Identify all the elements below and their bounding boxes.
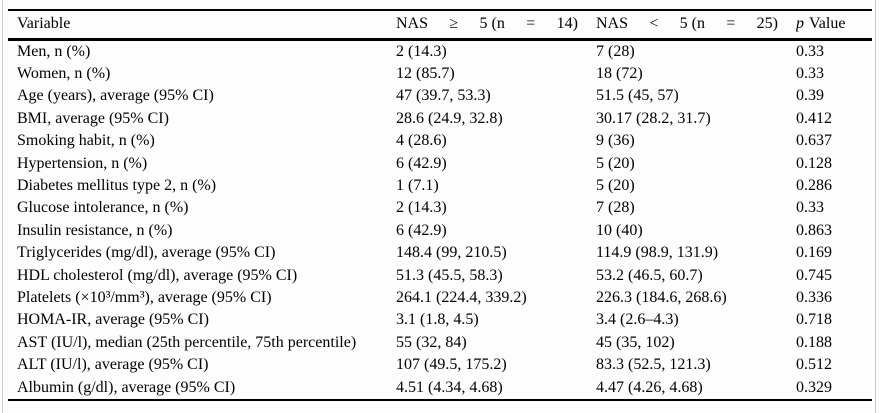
cell-variable: Women, n (%) [17,64,111,82]
cell-p-value: 0.512 [796,356,832,374]
cell-p-value: 0.33 [796,199,824,217]
cell-nas-lt5: 51.5 (45, 57) [596,87,679,105]
cell-nas-ge5: 2 (14.3) [396,199,447,217]
cell-p-value: 0.33 [796,42,824,60]
cell-p-value: 0.169 [796,244,832,262]
cell-nas-ge5: 148.4 (99, 210.5) [396,244,507,262]
cell-p-value: 0.412 [796,109,832,127]
table-row: Triglycerides (mg/dl), average (95% CI) … [8,242,872,264]
table-row: Insulin resistance, n (%) 6 (42.9) 10 (4… [8,220,872,242]
cell-nas-lt5: 4.47 (4.26, 4.68) [596,378,703,396]
table-row: Platelets (×10³/mm³), average (95% CI) 2… [8,287,872,309]
cell-nas-lt5: 10 (40) [596,221,643,239]
cell-p-value: 0.39 [796,87,824,105]
clinical-characteristics-table: Variable NAS ≥5 (n = 14) NAS <5 (n = 25) p Valu… [8,9,872,401]
cell-nas-ge5: 6 (42.9) [396,154,447,172]
cell-nas-lt5: 45 (35, 102) [596,333,675,351]
cell-variable: Men, n (%) [17,42,91,60]
cell-nas-ge5: 4.51 (4.34, 4.68) [396,378,503,396]
cell-nas-ge5: 4 (28.6) [396,132,447,150]
table-row: ALT (IU/l), average (95% CI) 107 (49.5, … [8,354,872,376]
nas-lt5-header-tokens: NAS <5 (n = 25) [596,15,778,33]
cell-nas-lt5: 3.4 (2.6–4.3) [596,311,679,329]
cell-nas-lt5: 7 (28) [596,42,635,60]
cell-variable: HDL cholesterol (mg/dl), average (95% CI… [17,266,298,284]
nas-ge5-header-tokens: NAS ≥5 (n = 14) [396,15,578,33]
cell-nas-lt5: 83.3 (52.5, 121.3) [596,356,711,374]
cell-nas-lt5: 114.9 (98.9, 131.9) [596,244,719,262]
cell-p-value: 0.336 [796,288,832,306]
table-row: BMI, average (95% CI) 28.6 (24.9, 32.8) … [8,108,872,130]
cell-nas-lt5: 9 (36) [596,132,635,150]
cell-p-value: 0.863 [796,221,832,239]
cell-p-value: 0.188 [796,333,832,351]
cell-variable: Age (years), average (95% CI) [17,87,214,105]
cell-variable: Insulin resistance, n (%) [17,221,173,239]
table-row: Albumin (g/dl), average (95% CI) 4.51 (4… [8,377,872,400]
header-cell-variable: Variable [8,10,396,41]
cell-nas-ge5: 51.3 (45.5, 58.3) [396,266,503,284]
cell-variable: Triglycerides (mg/dl), average (95% CI) [17,244,276,262]
cell-p-value: 0.33 [796,64,824,82]
cell-nas-ge5: 6 (42.9) [396,221,447,239]
table-row: Hypertension, n (%) 6 (42.9) 5 (20) 0.12… [8,153,872,175]
cell-variable: Albumin (g/dl), average (95% CI) [17,378,236,396]
header-cell-nas-ge5: NAS ≥5 (n = 14) [396,10,596,41]
cell-variable: Smoking habit, n (%) [17,132,155,150]
table-row: HOMA-IR, average (95% CI) 3.1 (1.8, 4.5)… [8,309,872,331]
cell-p-value: 0.718 [796,311,832,329]
cell-nas-lt5: 5 (20) [596,176,635,194]
cell-nas-lt5: 226.3 (184.6, 268.6) [596,288,727,306]
header-cell-nas-lt5: NAS <5 (n = 25) [596,10,796,41]
header-cell-p-value: p Value [796,10,872,41]
table-row: Age (years), average (95% CI) 47 (39.7, … [8,85,872,107]
cell-nas-lt5: 5 (20) [596,154,635,172]
cell-p-value: 0.286 [796,176,832,194]
cell-nas-ge5: 12 (85.7) [396,64,455,82]
cell-nas-ge5: 2 (14.3) [396,42,447,60]
cell-nas-lt5: 30.17 (28.2, 31.7) [596,109,711,127]
cell-nas-ge5: 3.1 (1.8, 4.5) [396,311,479,329]
cell-p-value: 0.745 [796,266,832,284]
scan-edge-right [875,0,876,413]
cell-variable: HOMA-IR, average (95% CI) [17,311,209,329]
cell-p-value: 0.329 [796,378,832,396]
table-row: AST (IU/l), median (25th percentile, 75t… [8,332,872,354]
cell-nas-ge5: 55 (32, 84) [396,333,467,351]
scan-edge-left [2,0,3,413]
cell-variable: AST (IU/l), median (25th percentile, 75t… [17,333,357,351]
cell-variable: BMI, average (95% CI) [17,109,169,127]
table-row: Diabetes mellitus type 2, n (%) 1 (7.1) … [8,175,872,197]
cell-nas-ge5: 107 (49.5, 175.2) [396,356,507,374]
table-row: Smoking habit, n (%) 4 (28.6) 9 (36) 0.6… [8,130,872,152]
table-row: HDL cholesterol (mg/dl), average (95% CI… [8,265,872,287]
table-row: Glucose intolerance, n (%) 2 (14.3) 7 (2… [8,197,872,219]
cell-variable: ALT (IU/l), average (95% CI) [17,356,209,374]
cell-nas-ge5: 1 (7.1) [396,176,439,194]
header-row: Variable NAS ≥5 (n = 14) NAS <5 (n = 25) p Valu… [8,10,872,41]
cell-nas-ge5: 47 (39.7, 53.3) [396,87,491,105]
cell-variable: Glucose intolerance, n (%) [17,199,189,217]
table-row: Men, n (%) 2 (14.3) 7 (28) 0.33 [8,39,872,63]
cell-nas-lt5: 18 (72) [596,64,643,82]
table-row: Women, n (%) 12 (85.7) 18 (72) 0.33 [8,63,872,85]
cell-p-value: 0.637 [796,132,832,150]
cell-nas-lt5: 53.2 (46.5, 60.7) [596,266,703,284]
cell-nas-ge5: 264.1 (224.4, 339.2) [396,288,527,306]
cell-variable: Hypertension, n (%) [17,154,148,172]
cell-nas-lt5: 7 (28) [596,199,635,217]
cell-p-value: 0.128 [796,154,832,172]
cell-nas-ge5: 28.6 (24.9, 32.8) [396,109,503,127]
cell-variable: Platelets (×10³/mm³), average (95% CI) [17,288,272,306]
cell-variable: Diabetes mellitus type 2, n (%) [17,176,217,194]
